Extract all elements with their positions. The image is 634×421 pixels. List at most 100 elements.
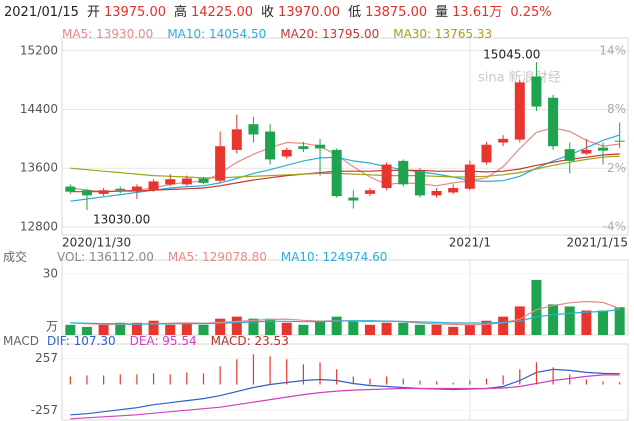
- candle-body: [514, 82, 525, 140]
- candle-body: [614, 140, 625, 142]
- panel-frame: [61, 259, 629, 336]
- y2-tick-label: 8%: [607, 102, 626, 116]
- legend-entry: DEA: 95.54: [129, 334, 197, 348]
- candle-body: [548, 97, 559, 147]
- candle-body: [364, 190, 375, 194]
- volume-bar: [248, 318, 259, 335]
- legend: 成交 VOL: 136112.00 MA5: 129078.80 MA10: 1249…: [3, 249, 387, 265]
- quote-change: 0.25%: [510, 5, 552, 20]
- legend-entry: MA5: 129078.80: [167, 250, 267, 264]
- candle-body: [464, 164, 475, 189]
- candle-body: [198, 178, 209, 183]
- candle-body: [498, 138, 509, 143]
- line-series: [70, 127, 620, 193]
- candle-body: [165, 179, 176, 185]
- y-tick-label: -257: [31, 403, 58, 417]
- candle-body: [215, 146, 226, 181]
- panel-frame: [61, 343, 629, 421]
- volume-bar: [348, 320, 359, 335]
- volume-bar: [181, 322, 192, 335]
- y2-tick-label: 14%: [599, 43, 626, 57]
- volume-bar: [414, 324, 425, 335]
- volume-bar: [315, 320, 326, 335]
- y-tick-label: 257: [35, 351, 58, 365]
- volume-bar: [431, 324, 442, 335]
- panel-title: 成交: [3, 250, 28, 264]
- panel-frame: [61, 37, 629, 236]
- volume-bar: [498, 316, 509, 335]
- legend-entry: MA10: 124974.60: [280, 250, 388, 264]
- quote-label: 高: [173, 5, 187, 20]
- legend: MA5: 13930.00 MA10: 14054.50 MA20: 13795.0…: [62, 26, 492, 42]
- candle-body: [531, 76, 542, 107]
- candle-body: [281, 149, 292, 157]
- volume-bar: [331, 316, 342, 335]
- quote-value: 13975.00: [103, 5, 166, 20]
- candle-body: [381, 164, 392, 189]
- volume-bar: [298, 324, 309, 335]
- candle-body: [414, 171, 425, 196]
- candle-body: [98, 190, 109, 194]
- quote-label: 开: [86, 5, 100, 20]
- candle-body: [598, 147, 609, 151]
- y-tick-label: 14400: [20, 102, 58, 116]
- line-series: [70, 368, 620, 416]
- volume-bar: [265, 318, 276, 335]
- quote-value: 14225.00: [191, 5, 254, 20]
- legend-entry: DIF: 107.30: [47, 334, 116, 348]
- volume-bar: [398, 322, 409, 335]
- candle-body: [298, 146, 309, 150]
- candle-body: [331, 149, 342, 197]
- volume-bar: [381, 322, 392, 335]
- line-series: [70, 155, 620, 179]
- quote-header: 2021/01/15 开 13975.00 高 14225.00 收 13970.00 低 1…: [4, 5, 552, 21]
- quote-label: 收: [261, 5, 275, 20]
- x-tick-label: 2020/11/30: [62, 236, 131, 250]
- volume-bar: [231, 316, 242, 335]
- y-tick-label: 12800: [20, 219, 58, 233]
- volume-bar: [548, 304, 559, 335]
- volume-bar: [165, 324, 176, 335]
- volume-bar: [464, 324, 475, 335]
- line-series: [70, 134, 620, 202]
- line-series: [70, 153, 620, 193]
- candle-body: [65, 186, 76, 192]
- volume-bar: [198, 324, 209, 335]
- candle-body: [398, 160, 409, 185]
- y2-tick-label: 2%: [607, 161, 626, 175]
- max-annotation: 15045.00: [483, 48, 540, 62]
- volume-bar: [131, 322, 142, 335]
- y-unit: 万: [46, 320, 58, 334]
- volume-bar: [81, 326, 92, 335]
- candle-body: [448, 188, 459, 193]
- quote-value: 13875.00: [365, 5, 428, 20]
- line-series: [70, 308, 620, 325]
- candle-body: [131, 186, 142, 191]
- candle-body: [265, 131, 276, 160]
- y2-tick-label: -4%: [603, 220, 626, 234]
- volume-bar: [481, 320, 492, 335]
- legend-entry: VOL: 136112.00: [57, 250, 154, 264]
- volume-bar: [581, 310, 592, 335]
- quote-label: 量: [435, 5, 449, 20]
- legend-entry: MACD: 23.53: [210, 334, 289, 348]
- legend-entry: MA30: 13765.33: [393, 27, 493, 41]
- candle-body: [181, 178, 192, 185]
- volume-bar: [614, 307, 625, 335]
- candle-body: [231, 129, 242, 150]
- volume-bar: [115, 322, 126, 335]
- volume-bar: [148, 320, 159, 335]
- legend-entry: MA5: 13930.00: [62, 27, 154, 41]
- candle-body: [481, 144, 492, 163]
- volume-bar: [65, 324, 76, 335]
- volume-bar: [364, 324, 375, 335]
- quote-value: 13970.00: [278, 5, 341, 20]
- y-tick-label: 15200: [20, 43, 58, 57]
- candle-body: [148, 181, 159, 191]
- volume-bar: [281, 322, 292, 335]
- legend: MACD DIF: 107.30 DEA: 95.54 MACD: 23.53: [3, 333, 289, 349]
- y-tick-label: 13600: [20, 161, 58, 175]
- x-tick-label: 2021/1: [449, 236, 491, 250]
